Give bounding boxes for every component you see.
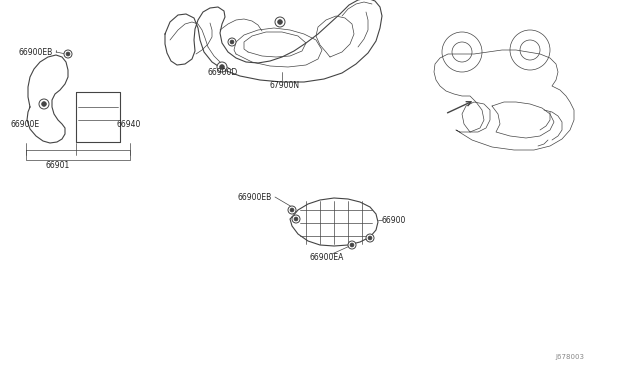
Text: 66900EB: 66900EB: [18, 48, 52, 57]
Circle shape: [66, 52, 70, 56]
Circle shape: [217, 62, 227, 72]
Circle shape: [64, 50, 72, 58]
Circle shape: [275, 17, 285, 27]
Circle shape: [368, 236, 372, 240]
Text: 66900D: 66900D: [208, 67, 238, 77]
Circle shape: [278, 20, 282, 24]
Circle shape: [348, 241, 356, 249]
Circle shape: [294, 217, 298, 221]
Circle shape: [220, 65, 224, 69]
Circle shape: [228, 38, 236, 46]
Circle shape: [292, 215, 300, 223]
Circle shape: [290, 208, 294, 212]
Circle shape: [230, 40, 234, 44]
Circle shape: [39, 99, 49, 109]
Text: 66940: 66940: [116, 119, 140, 128]
Circle shape: [366, 234, 374, 242]
Text: 66901: 66901: [46, 160, 70, 170]
Text: 66900EB: 66900EB: [238, 192, 272, 202]
Text: 66900E: 66900E: [10, 119, 39, 128]
Circle shape: [42, 102, 46, 106]
Circle shape: [288, 206, 296, 214]
Text: 66900: 66900: [382, 215, 406, 224]
Text: J678003: J678003: [555, 354, 584, 360]
Text: 67900N: 67900N: [270, 80, 300, 90]
Text: 66900EA: 66900EA: [310, 253, 344, 262]
Circle shape: [350, 243, 354, 247]
